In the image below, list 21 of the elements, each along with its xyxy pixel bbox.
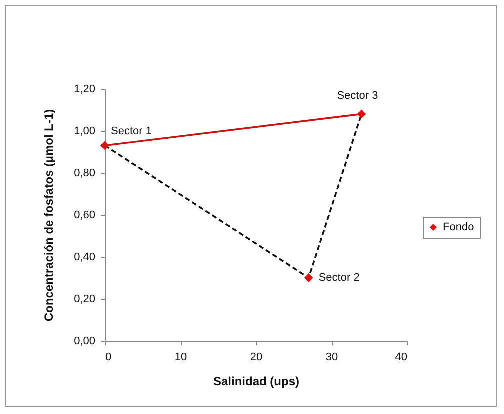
x-tick-label: 0 bbox=[106, 352, 112, 364]
y-tick-label: 0,00 bbox=[74, 336, 96, 348]
x-tick-label: 30 bbox=[326, 352, 338, 364]
point bbox=[100, 141, 110, 150]
point bbox=[357, 110, 366, 119]
y-tick-label: 0,80 bbox=[74, 168, 96, 180]
y-tick-label: 0,60 bbox=[74, 210, 96, 222]
x-axis-title: Salinidad (ups) bbox=[213, 374, 300, 388]
x-tick-label: 40 bbox=[395, 352, 408, 364]
annotation: Sector 3 bbox=[337, 90, 378, 102]
legend-label: Fondo bbox=[443, 222, 474, 234]
y-tick-label: 0,40 bbox=[74, 252, 96, 264]
annotation: Sector 2 bbox=[318, 272, 360, 284]
y-tick-label: 0,20 bbox=[74, 294, 96, 306]
point bbox=[304, 274, 314, 282]
y-axis-title: Concentración de fosfatos (µmol L-1) bbox=[42, 109, 56, 322]
x-tick-label: 10 bbox=[174, 352, 188, 364]
annotation: Sector 1 bbox=[111, 126, 152, 138]
y-tick-label: 1,00 bbox=[74, 126, 96, 138]
x-tick-label: 20 bbox=[250, 352, 263, 364]
y-tick-label: 1,20 bbox=[74, 84, 96, 96]
